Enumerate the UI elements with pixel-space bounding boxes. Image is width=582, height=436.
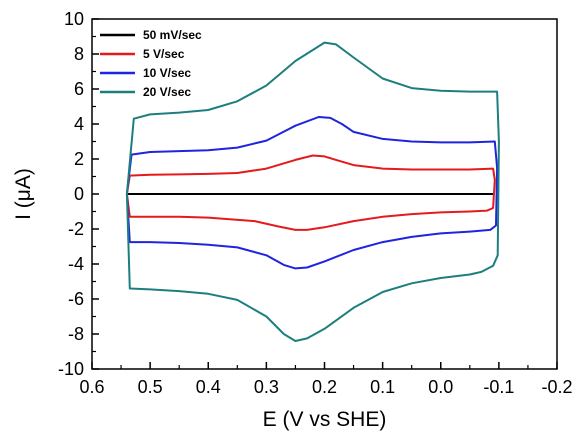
y-tick-label: -10 (58, 359, 84, 379)
legend: 50 mV/sec 5 V/sec 10 V/sec 20 V/sec (100, 28, 202, 99)
y-tick-label: -4 (68, 254, 84, 274)
y-tick-label: -6 (68, 289, 84, 309)
y-tick-label: 6 (74, 79, 84, 99)
series-line-4 (125, 41, 500, 342)
x-tick-label: 0.1 (370, 377, 395, 397)
x-tick-label: -0.1 (483, 377, 514, 397)
y-tick-label: -2 (68, 219, 84, 239)
x-axis-title: E (V vs SHE) (263, 408, 387, 431)
x-tick-label: 0.4 (196, 377, 221, 397)
y-tick-label: 8 (74, 44, 84, 64)
x-tick-label: 0.5 (138, 377, 163, 397)
x-tick-label: 0.6 (79, 377, 104, 397)
legend-label: 5 V/sec (143, 47, 185, 61)
y-axis-title: I (μA) (12, 168, 35, 220)
y-tick-label: 10 (64, 9, 84, 29)
legend-label: 10 V/sec (143, 66, 191, 80)
y-tick-label: 4 (74, 114, 84, 134)
x-tick-label: 0.3 (254, 377, 279, 397)
y-axis-ticks: -10 -8 -6 -4 -2 0 2 4 6 8 10 (58, 9, 99, 379)
x-axis-ticks: 0.6 0.5 0.4 0.3 0.2 0.1 0.0 -0.1 -0.2 (79, 362, 573, 397)
y-tick-label: 2 (74, 149, 84, 169)
series-line-2 (125, 154, 496, 231)
plot-series-group (125, 41, 500, 342)
x-tick-label: -0.2 (541, 377, 572, 397)
x-tick-label: 0.0 (428, 377, 453, 397)
series-line-3 (125, 116, 499, 270)
x-tick-label: 0.2 (312, 377, 337, 397)
legend-label: 20 V/sec (143, 85, 191, 99)
legend-label: 50 mV/sec (143, 28, 202, 42)
y-tick-label: -8 (68, 324, 84, 344)
y-tick-label: 0 (74, 184, 84, 204)
